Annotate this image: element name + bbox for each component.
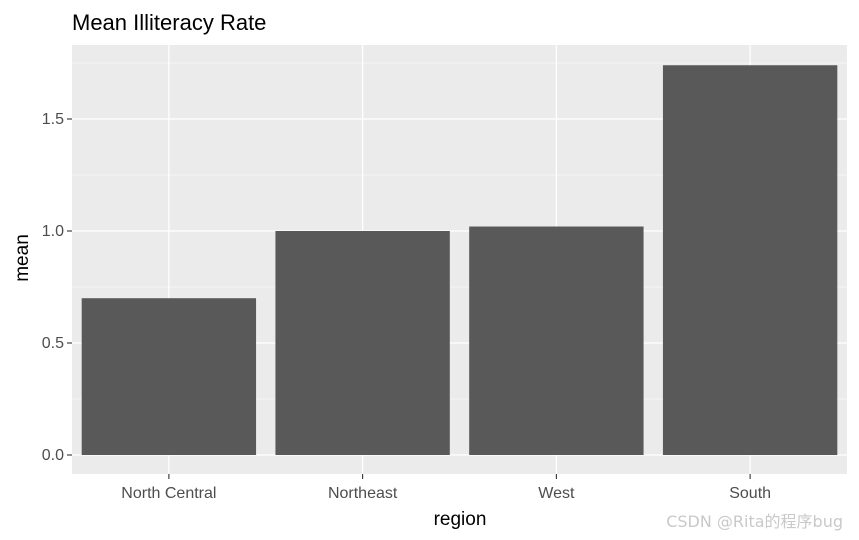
y-axis-title: mean bbox=[12, 234, 33, 282]
y-tick-label: 0.0 bbox=[42, 447, 64, 464]
x-axis: North Central Northeast West South bbox=[121, 474, 771, 502]
bar-west bbox=[469, 226, 644, 455]
y-tick-label: 1.5 bbox=[42, 111, 64, 128]
x-tick-label: South bbox=[729, 485, 771, 502]
y-tick-label: 0.5 bbox=[42, 335, 64, 352]
y-axis: 0.0 0.5 1.0 1.5 bbox=[42, 111, 72, 464]
y-tick-label: 1.0 bbox=[42, 223, 64, 240]
bars bbox=[81, 65, 838, 456]
x-tick-label: Northeast bbox=[328, 485, 398, 502]
x-tick-label: North Central bbox=[121, 485, 216, 502]
chart-title: Mean Illiteracy Rate bbox=[72, 10, 266, 35]
x-tick-label: West bbox=[538, 485, 575, 502]
bar-northeast bbox=[275, 231, 450, 455]
bar-south bbox=[662, 65, 838, 456]
x-axis-title: region bbox=[434, 509, 487, 530]
watermark-text: CSDN @Rita的程序bug bbox=[666, 512, 843, 531]
bar-north-central bbox=[81, 298, 257, 455]
